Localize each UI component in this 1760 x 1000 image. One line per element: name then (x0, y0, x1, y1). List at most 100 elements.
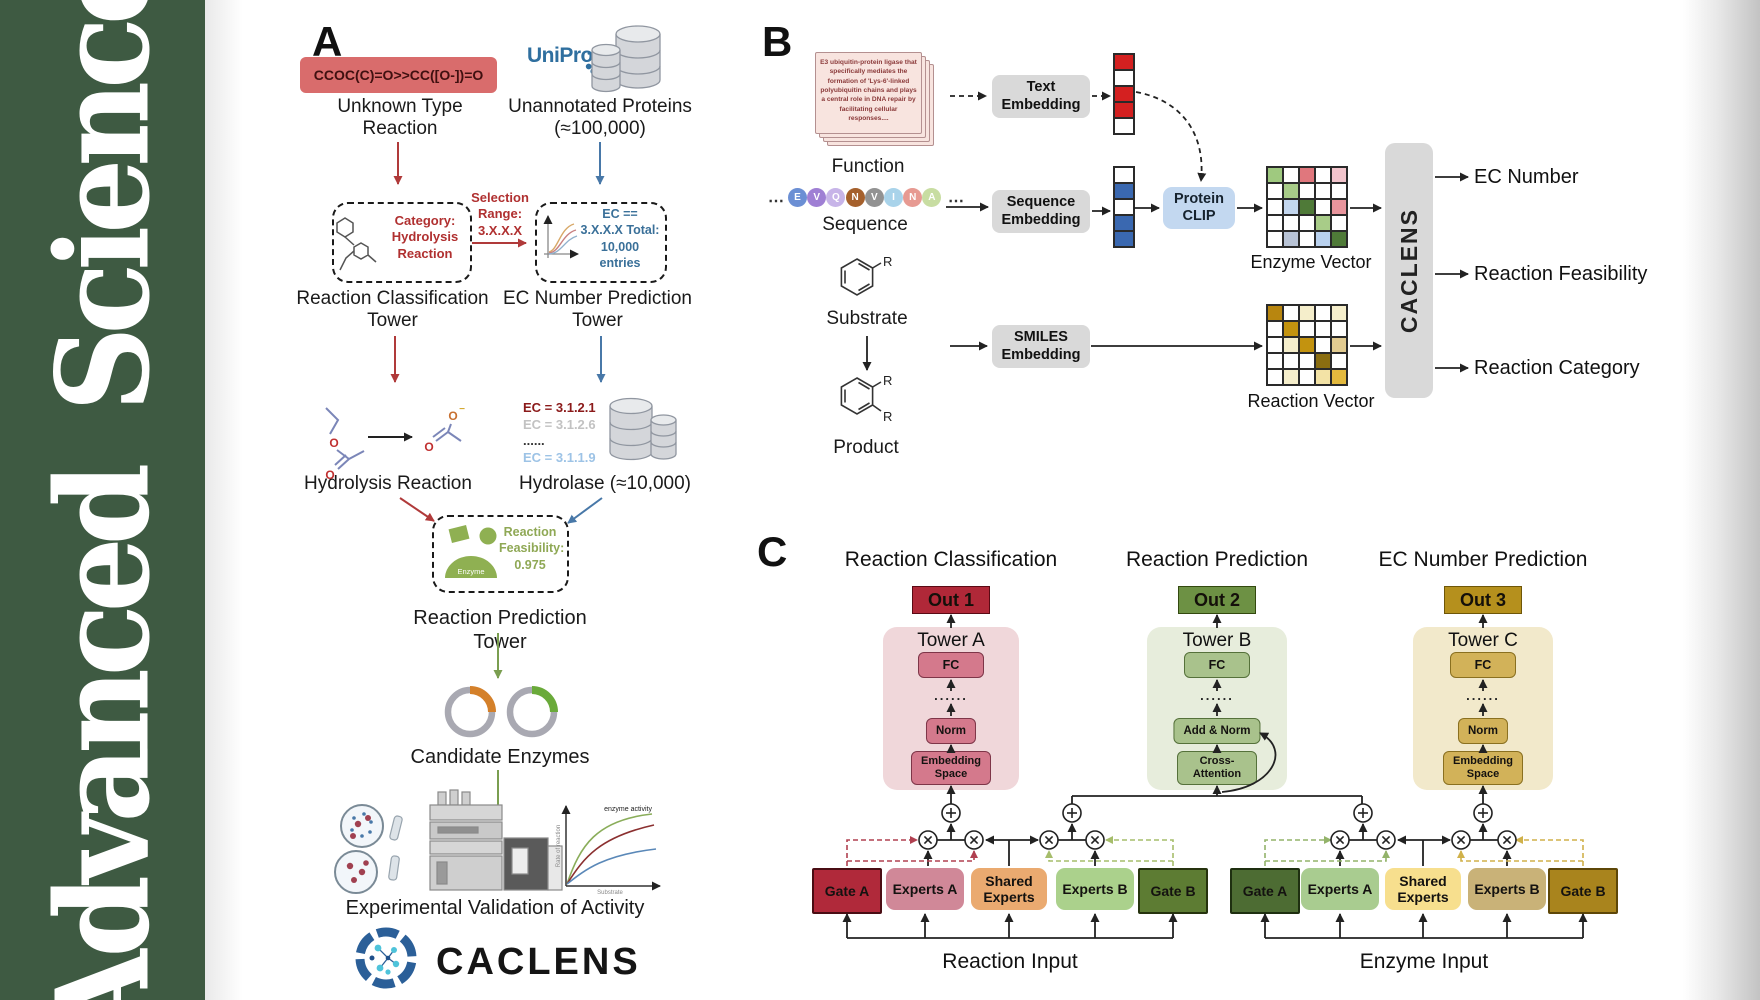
matrix-cell (1316, 306, 1330, 320)
panel-b-label: B (762, 18, 793, 65)
tower-ec-label: EC Number Prediction Tower (502, 288, 693, 332)
residue-circle: A (922, 188, 942, 207)
moe-reaction-shared-experts: Shared Experts (971, 868, 1047, 910)
vector-cell (1115, 55, 1133, 69)
vector-cell (1115, 184, 1133, 198)
matrix-cell (1332, 168, 1346, 182)
function-label: Function (831, 156, 905, 177)
output-ec-number: EC Number (1474, 166, 1579, 188)
moe-enzyme-experts-b: Experts B (1468, 868, 1546, 910)
input-label-enzyme: Enzyme Input (1359, 950, 1489, 973)
matrix-cell (1284, 184, 1298, 198)
matrix-cell (1332, 354, 1346, 368)
vector-cell (1115, 71, 1133, 85)
journal-title: Advanced Science (27, 0, 178, 1000)
ec-result-list: EC = 3.1.2.1 EC = 3.1.2.6...... EC = 3.1.1… (523, 400, 596, 466)
matrix-cell (1268, 200, 1282, 214)
matrix-cell (1332, 232, 1346, 246)
category-note: Category: Hydrolysis Reaction (391, 213, 459, 261)
vector-cell (1115, 232, 1133, 246)
matrix-cell (1268, 168, 1282, 182)
out-box-2: Out 2 (1178, 586, 1256, 614)
residue-circle: E (788, 188, 807, 207)
reaction-classification-dashed-box (332, 202, 472, 283)
matrix-cell (1316, 322, 1330, 336)
matrix-cell (1268, 184, 1282, 198)
ec-prediction-dashed-box (535, 202, 667, 283)
matrix-cell (1332, 322, 1346, 336)
tower-layer-base: Embedding Space (911, 751, 991, 785)
vector-cell (1115, 119, 1133, 133)
hplc-instrument-icon (429, 789, 563, 891)
tower-layer-dots: ...... (1200, 688, 1234, 703)
matrix-cell (1316, 216, 1330, 230)
matrix-cell (1284, 338, 1298, 352)
function-card-text: E3 ubiquitin-protein ligase that specifi… (820, 59, 917, 123)
sequence-embedding-box: Sequence Embedding (992, 190, 1090, 233)
ec-filter-note: EC == 3.X.X.X Total: 10,000 entries (580, 207, 660, 270)
matrix-cell (1316, 232, 1330, 246)
candidate-enzymes-label: Candidate Enzymes (410, 746, 590, 768)
enzyme-vector-label: Enzyme Vector (1250, 252, 1372, 272)
matrix-cell (1300, 354, 1314, 368)
reaction-vector-label: Reaction Vector (1247, 391, 1375, 411)
panel-c-label: C (757, 528, 788, 575)
caclens-wordmark: CACLENS (436, 941, 641, 983)
matrix-cell (1300, 216, 1314, 230)
tower-prediction-label: Reaction Prediction Tower (413, 607, 587, 653)
panel-b-arrows (862, 91, 1469, 373)
tower-layer-dots: ...... (1466, 688, 1500, 703)
r-group-label: R (883, 373, 892, 388)
caclens-model-box: CACLENS (1385, 143, 1433, 398)
tower-title-3: EC Number Prediction (1378, 548, 1588, 571)
product-molecule: R R (840, 373, 892, 424)
matrix-cell (1332, 306, 1346, 320)
caclens-model-label: CACLENS (1395, 207, 1422, 334)
feasibility-note: Reaction Feasibility: 0.975 (499, 525, 565, 572)
moe-reaction-gate-a: Gate A (812, 868, 882, 914)
enzyme-vector-matrix (1266, 166, 1348, 248)
matrix-cell (1284, 232, 1298, 246)
matrix-cell (1316, 184, 1330, 198)
kinetics-chart: enzyme activity Rate of reaction Substra… (556, 805, 661, 896)
unannotated-proteins-label: Unannotated Proteins (≈100,000) (508, 96, 692, 140)
matrix-cell (1268, 322, 1282, 336)
matrix-cell (1332, 216, 1346, 230)
r-group-label: R (883, 254, 892, 269)
oxygen-anion-atom: O (448, 409, 457, 423)
matrix-cell (1316, 200, 1330, 214)
matrix-cell (1332, 370, 1346, 384)
sequence-label: Sequence (822, 214, 908, 235)
text-embedding-vector (1113, 53, 1135, 135)
sequence-embedding-vector (1113, 166, 1135, 248)
input-label-reaction: Reaction Input (942, 950, 1078, 973)
moe-reaction-experts-b: Experts B (1056, 868, 1134, 910)
plasmid-icons (444, 686, 558, 738)
ec-list-row: EC = 3.1.2.6 (523, 416, 596, 432)
tower-layer-norm: Norm (925, 718, 977, 744)
residue-circle: V (864, 188, 884, 207)
r-group-label: R (883, 409, 892, 424)
validation-label: Experimental Validation of Activity (345, 897, 645, 919)
matrix-cell (1268, 338, 1282, 352)
matrix-cell (1284, 354, 1298, 368)
moe-enzyme-experts-a: Experts A (1301, 868, 1379, 910)
sum-product-nodes (918, 803, 1517, 850)
tower-title-2: Reaction Prediction (1125, 548, 1309, 571)
moe-enzyme-gate-a: Gate A (1230, 868, 1300, 914)
vector-cell (1115, 168, 1133, 182)
vector-cell (1115, 216, 1133, 230)
journal-sidebar: Advanced Science (0, 0, 205, 1000)
hydrolysis-molecules: O O O − O (325, 404, 465, 482)
substrate-label: Substrate (826, 308, 908, 329)
caclens-logo-icon (355, 927, 417, 989)
matrix-cell (1316, 370, 1330, 384)
matrix-cell (1284, 322, 1298, 336)
matrix-cell (1332, 200, 1346, 214)
tower-name-2: Tower B (1182, 630, 1252, 651)
smiles-reaction-box: CCOC(C)=O>>CC([O-])=O (300, 57, 497, 93)
reaction-vector-matrix (1266, 304, 1348, 386)
matrix-cell (1316, 354, 1330, 368)
matrix-cell (1316, 338, 1330, 352)
